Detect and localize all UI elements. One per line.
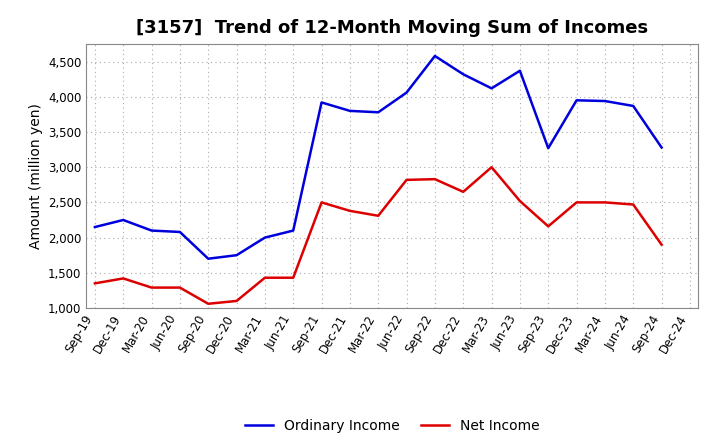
Ordinary Income — [459, 72, 467, 77]
Ordinary Income — [487, 86, 496, 91]
Title: [3157]  Trend of 12-Month Moving Sum of Incomes: [3157] Trend of 12-Month Moving Sum of I… — [136, 19, 649, 37]
Ordinary Income — [629, 103, 637, 109]
Ordinary Income — [148, 228, 156, 233]
Net Income — [516, 198, 524, 204]
Net Income — [657, 242, 666, 247]
Net Income — [487, 165, 496, 170]
Net Income — [318, 200, 326, 205]
Net Income — [176, 285, 184, 290]
Net Income — [600, 200, 609, 205]
Net Income — [402, 177, 411, 183]
Ordinary Income — [431, 53, 439, 59]
Ordinary Income — [204, 256, 212, 261]
Line: Net Income: Net Income — [95, 167, 662, 304]
Line: Ordinary Income: Ordinary Income — [95, 56, 662, 259]
Net Income — [629, 202, 637, 207]
Net Income — [204, 301, 212, 306]
Net Income — [544, 224, 552, 229]
Ordinary Income — [119, 217, 127, 223]
Ordinary Income — [176, 229, 184, 235]
Net Income — [91, 281, 99, 286]
Ordinary Income — [516, 68, 524, 73]
Net Income — [374, 213, 382, 218]
Ordinary Income — [657, 145, 666, 150]
Ordinary Income — [572, 98, 581, 103]
Ordinary Income — [91, 224, 99, 230]
Ordinary Income — [261, 235, 269, 240]
Net Income — [572, 200, 581, 205]
Ordinary Income — [289, 228, 297, 233]
Net Income — [289, 275, 297, 280]
Ordinary Income — [346, 108, 354, 114]
Ordinary Income — [233, 253, 241, 258]
Ordinary Income — [374, 110, 382, 115]
Ordinary Income — [402, 90, 411, 95]
Y-axis label: Amount (million yen): Amount (million yen) — [29, 103, 42, 249]
Legend: Ordinary Income, Net Income: Ordinary Income, Net Income — [240, 413, 545, 438]
Net Income — [346, 208, 354, 213]
Ordinary Income — [600, 99, 609, 104]
Net Income — [431, 176, 439, 182]
Net Income — [233, 298, 241, 304]
Ordinary Income — [544, 146, 552, 151]
Net Income — [459, 189, 467, 194]
Net Income — [119, 276, 127, 281]
Ordinary Income — [318, 100, 326, 105]
Net Income — [148, 285, 156, 290]
Net Income — [261, 275, 269, 280]
